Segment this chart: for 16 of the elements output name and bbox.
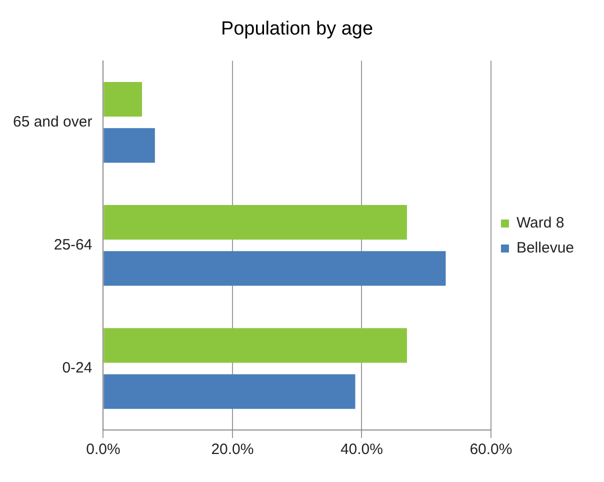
bar bbox=[104, 251, 446, 286]
chart-title: Population by age bbox=[220, 18, 374, 40]
bar bbox=[104, 82, 142, 117]
y-tick-label: 0-24 bbox=[62, 360, 92, 377]
bar bbox=[104, 374, 356, 409]
y-tick-label: 25-64 bbox=[54, 236, 92, 254]
x-tick-label: 0.0% bbox=[86, 441, 120, 458]
legend-label: Bellevue bbox=[516, 240, 574, 257]
legend-label: Ward 8 bbox=[516, 214, 564, 232]
bar bbox=[104, 328, 407, 363]
bar bbox=[104, 205, 407, 240]
x-tick-label: 60.0% bbox=[470, 441, 512, 458]
y-tick-label: 65 and over bbox=[12, 113, 92, 130]
x-tick-label: 40.0% bbox=[340, 441, 383, 458]
bar bbox=[104, 128, 155, 163]
x-tick-label: 20.0% bbox=[211, 441, 254, 458]
